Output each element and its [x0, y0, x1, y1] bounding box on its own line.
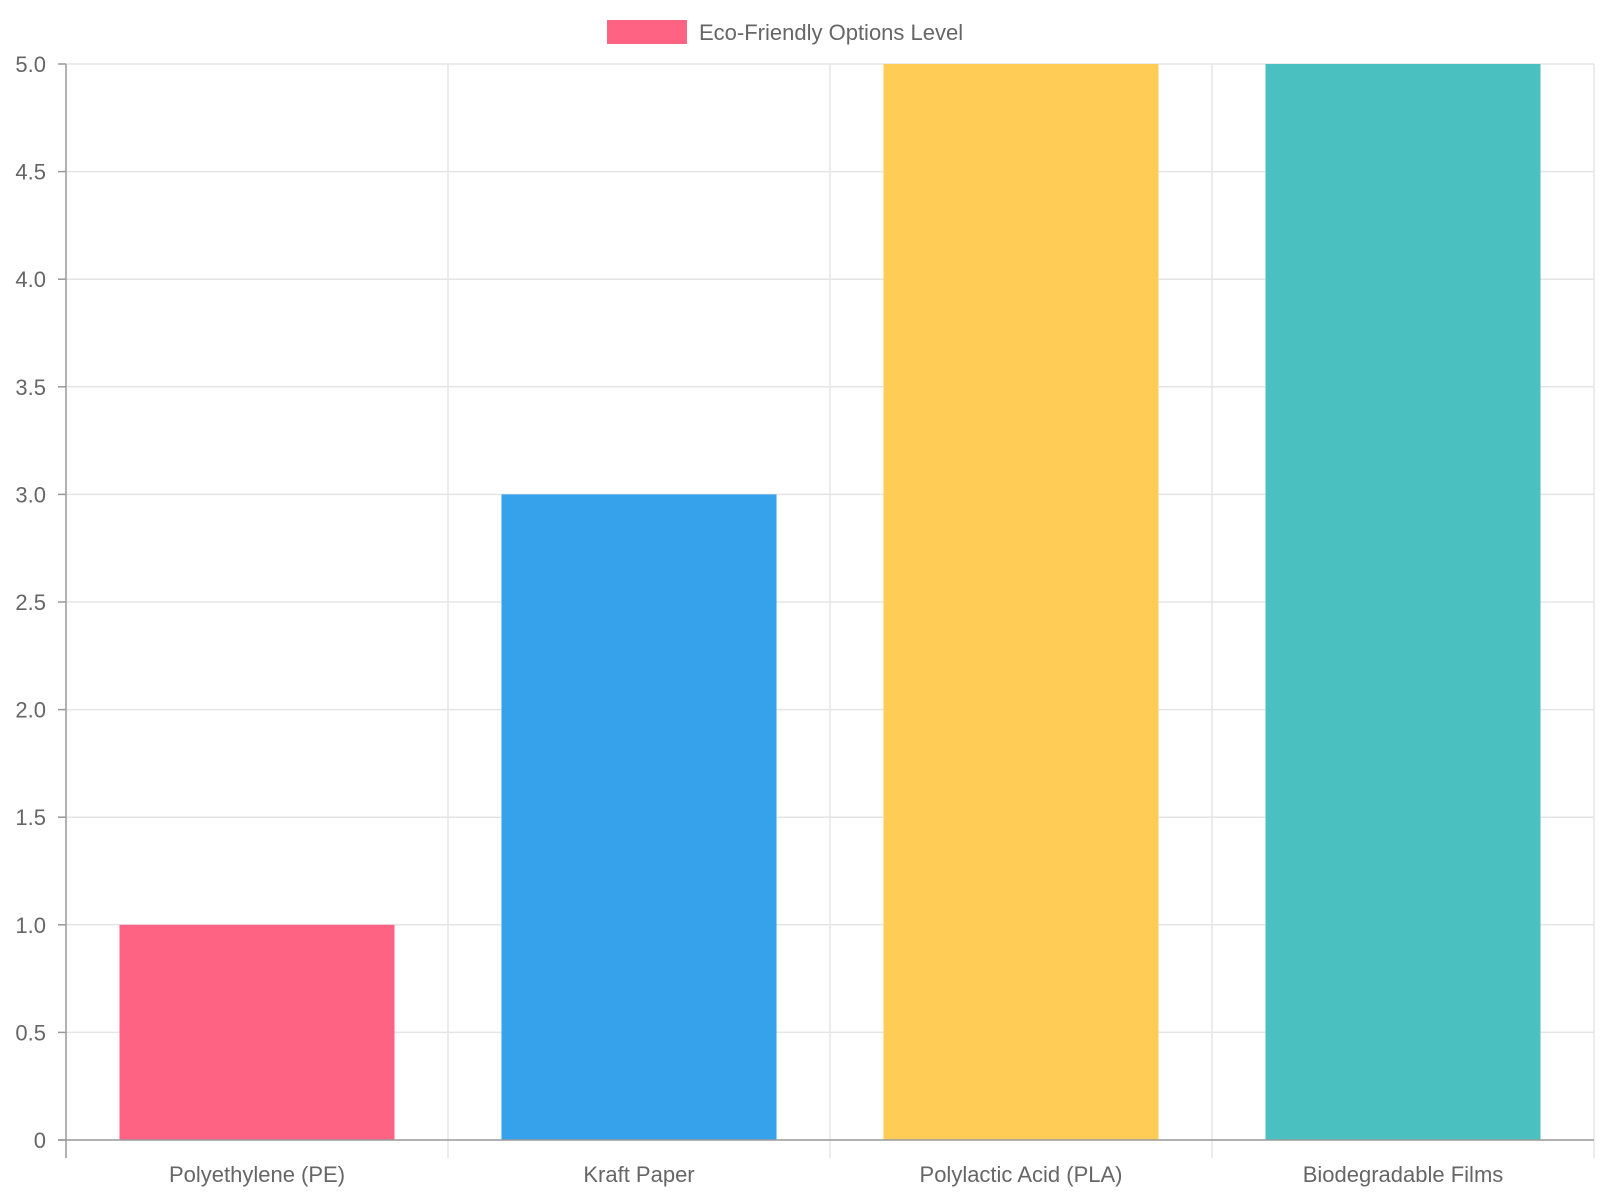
- y-tick-label: 3.5: [15, 375, 46, 400]
- bar-kraft-paper[interactable]: [501, 494, 777, 1140]
- y-tick-label: 1.0: [15, 913, 46, 938]
- y-tick-label: 5.0: [15, 52, 46, 77]
- y-tick-label: 2.0: [15, 698, 46, 723]
- y-tick-label: 4.5: [15, 160, 46, 185]
- y-tick-label: 2.5: [15, 590, 46, 615]
- y-tick-label: 1.5: [15, 805, 46, 830]
- bars: [119, 64, 1541, 1140]
- x-category-label: Polyethylene (PE): [169, 1162, 345, 1187]
- gridlines: [66, 63, 1595, 1158]
- legend-swatch[interactable]: [607, 20, 687, 44]
- y-tick-label: 0: [34, 1128, 46, 1153]
- bar-biodegradable-films[interactable]: [1265, 64, 1541, 1140]
- legend-label[interactable]: Eco-Friendly Options Level: [699, 20, 963, 45]
- legend[interactable]: Eco-Friendly Options Level: [607, 20, 963, 45]
- bar-polyethylene-pe[interactable]: [119, 924, 395, 1140]
- y-axis-tick-labels: 0 0.5 1.0 1.5 2.0 2.5 3.0 3.5 4.0 4.5 5.0: [15, 52, 46, 1153]
- axes: [58, 63, 1594, 1158]
- x-category-label: Kraft Paper: [583, 1162, 694, 1187]
- x-category-label: Biodegradable Films: [1303, 1162, 1504, 1187]
- y-tick-label: 3.0: [15, 482, 46, 507]
- y-tick-label: 4.0: [15, 267, 46, 292]
- bar-polylactic-acid-pla[interactable]: [883, 64, 1159, 1140]
- x-axis-category-labels: Polyethylene (PE) Kraft Paper Polylactic A…: [169, 1162, 1503, 1187]
- x-category-label: Polylactic Acid (PLA): [920, 1162, 1123, 1187]
- y-tick-label: 0.5: [15, 1020, 46, 1045]
